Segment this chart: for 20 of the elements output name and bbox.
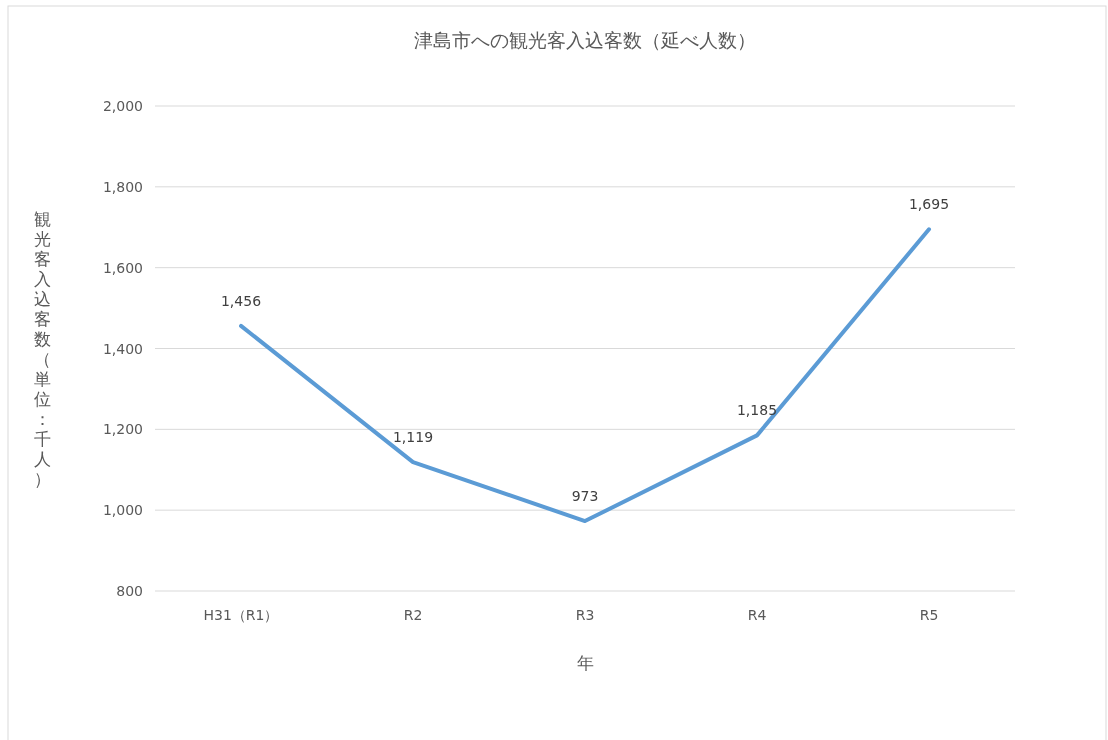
x-tick-label: H31（R1） [203,607,279,623]
text: 観光客入込客数（単位：千人） [33,208,51,489]
x-tick-label: R4 [747,607,767,623]
x-tick-label: R2 [403,607,423,623]
y-tick-label: 1,200 [102,421,143,438]
y-tick-label: 2,000 [102,98,143,114]
y-tick-label: 1,000 [102,502,143,519]
y-tick-label: 800 [116,583,143,599]
data-label: 973 [571,488,599,505]
x-tick-label: R5 [919,607,939,623]
y-tick-label: 1,800 [102,178,143,195]
y-tick-label: 1,400 [102,340,143,357]
data-label: 1,185 [736,402,778,419]
x-tick-label: R3 [575,607,595,623]
data-label: 1,119 [392,429,434,446]
x-axis-title: 年 [576,653,594,673]
data-label: 1,695 [908,196,950,213]
chart-title: 津島市への観光客入込客数（延べ人数） [414,29,756,51]
data-label: 1,456 [220,292,262,309]
y-tick-label: 1,600 [102,259,143,276]
